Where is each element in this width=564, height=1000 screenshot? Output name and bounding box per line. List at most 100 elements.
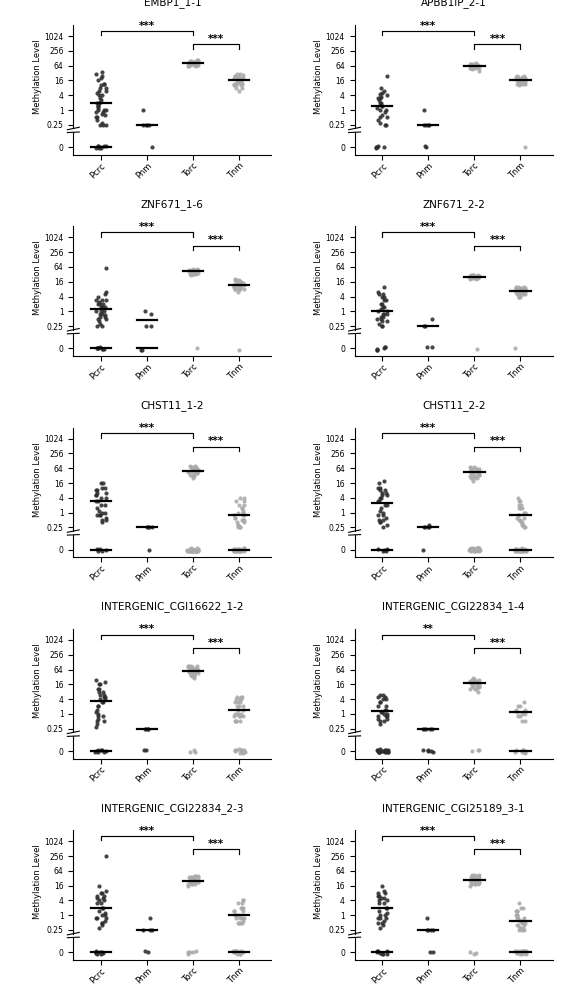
Point — [188, 543, 197, 559]
Point — [474, 872, 483, 888]
Point — [238, 275, 247, 291]
Point — [191, 265, 200, 281]
Point — [238, 542, 247, 558]
Point — [473, 674, 482, 690]
Point — [187, 54, 196, 70]
Point — [518, 76, 527, 92]
Point — [101, 485, 110, 501]
Point — [517, 70, 526, 86]
Text: ***: *** — [490, 436, 505, 446]
Point — [93, 98, 102, 114]
Point — [377, 490, 386, 506]
Point — [234, 741, 243, 757]
Point — [375, 109, 384, 125]
Point — [232, 275, 241, 291]
Point — [376, 741, 385, 757]
Point — [184, 543, 193, 559]
Point — [374, 742, 383, 758]
Point — [518, 286, 527, 302]
Point — [380, 473, 389, 489]
Point — [183, 543, 192, 559]
Point — [237, 274, 246, 290]
Point — [235, 543, 244, 559]
Point — [466, 876, 475, 892]
Point — [382, 706, 391, 722]
Point — [517, 283, 526, 299]
Point — [91, 104, 100, 120]
Point — [474, 540, 483, 556]
Point — [237, 900, 246, 916]
Point — [95, 80, 104, 96]
Point — [91, 719, 100, 735]
Point — [516, 943, 525, 959]
Point — [381, 497, 390, 513]
Point — [472, 868, 481, 884]
Point — [379, 279, 388, 295]
Point — [518, 742, 527, 758]
Point — [186, 56, 195, 72]
Point — [382, 900, 391, 916]
Point — [469, 267, 478, 283]
Point — [93, 102, 102, 118]
Point — [236, 274, 245, 290]
Point — [468, 540, 477, 556]
Point — [100, 497, 109, 513]
Point — [233, 517, 243, 533]
Point — [193, 543, 202, 559]
Point — [374, 888, 384, 904]
Point — [424, 743, 433, 759]
Point — [144, 519, 153, 535]
Point — [422, 922, 431, 938]
Point — [96, 541, 105, 557]
Point — [516, 512, 525, 528]
Point — [232, 689, 241, 705]
Point — [96, 507, 105, 523]
Point — [475, 542, 484, 558]
Point — [520, 139, 529, 155]
Point — [232, 541, 241, 557]
Title: INTERGENIC_CGI25189_3-1: INTERGENIC_CGI25189_3-1 — [382, 803, 525, 814]
Point — [192, 461, 201, 477]
Point — [186, 667, 195, 683]
Point — [376, 514, 385, 530]
Point — [236, 490, 245, 506]
Point — [380, 883, 389, 899]
Point — [519, 742, 528, 758]
Point — [378, 878, 387, 894]
Point — [187, 540, 196, 556]
Point — [93, 112, 102, 128]
Point — [471, 876, 480, 892]
Point — [379, 292, 388, 308]
Point — [475, 678, 484, 694]
Point — [237, 72, 246, 88]
Point — [231, 493, 240, 509]
Point — [232, 543, 241, 559]
Point — [190, 55, 199, 71]
Point — [238, 892, 247, 908]
Point — [373, 100, 382, 116]
Point — [147, 139, 156, 155]
Point — [191, 265, 200, 281]
Point — [512, 542, 521, 558]
Title: INTERGENIC_CGI22834_2-3: INTERGENIC_CGI22834_2-3 — [101, 803, 244, 814]
Point — [381, 482, 390, 498]
Point — [91, 672, 100, 688]
Point — [142, 721, 151, 737]
Point — [144, 721, 153, 737]
Point — [233, 945, 243, 961]
Point — [376, 890, 385, 906]
Point — [237, 742, 246, 758]
Point — [93, 742, 102, 758]
Point — [95, 306, 104, 322]
Point — [92, 482, 102, 498]
Point — [236, 689, 245, 705]
Point — [513, 69, 522, 85]
Point — [233, 915, 243, 931]
Point — [93, 138, 102, 154]
Point — [186, 53, 195, 69]
Point — [418, 542, 428, 558]
Point — [185, 541, 194, 557]
Point — [472, 540, 481, 556]
Point — [238, 503, 247, 519]
Point — [466, 869, 475, 885]
